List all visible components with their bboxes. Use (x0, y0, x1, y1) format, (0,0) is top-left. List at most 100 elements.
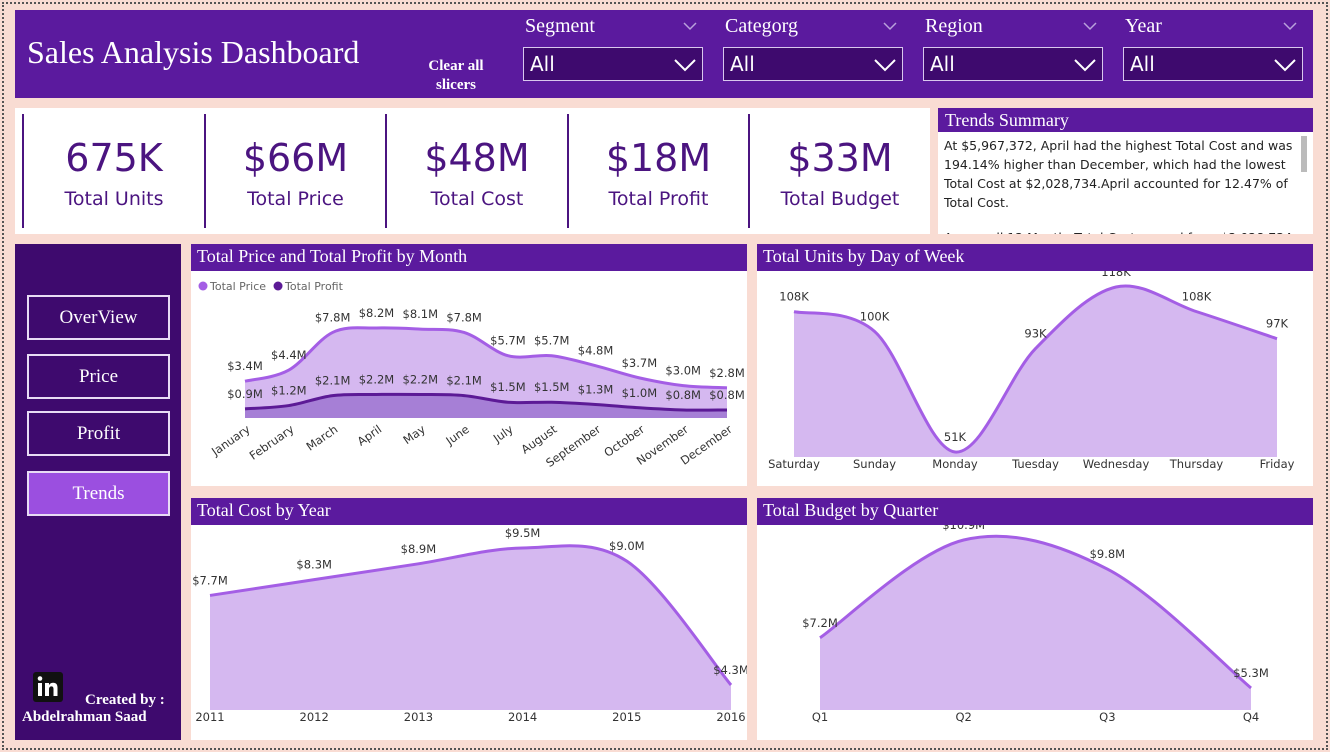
slicer-dropdown[interactable]: All (923, 47, 1103, 81)
kpi-card: $66M Total Price (203, 114, 386, 228)
data-label: $2.2M (359, 372, 395, 386)
nav-button[interactable]: Price (27, 354, 170, 399)
data-label: $5.7M (534, 334, 570, 348)
dashboard-title: Sales Analysis Dashboard (27, 34, 360, 70)
x-tick-label: Monday (932, 457, 978, 471)
kpi-label: Total Price (247, 188, 344, 210)
scrollbar[interactable] (1301, 136, 1307, 172)
line (209, 544, 733, 686)
area-fill (210, 545, 731, 710)
linkedin-icon[interactable] (33, 672, 63, 702)
x-tick-label: Sunday (853, 457, 896, 471)
nav-button[interactable]: OverView (27, 295, 170, 340)
x-tick-label: January (208, 422, 253, 459)
slicer-value: All (730, 52, 755, 76)
dropdown-arrow (874, 59, 896, 72)
legend-label: Total Price (209, 280, 266, 293)
x-tick-label: Saturday (768, 457, 820, 471)
x-tick-label: Q3 (1099, 710, 1115, 724)
x-tick-label: 2015 (612, 710, 641, 724)
area-fill (794, 285, 1277, 457)
x-tick-label: 2011 (195, 710, 224, 724)
data-label: 108K (779, 290, 809, 304)
trends-text: At $5,967,372, April had the highest Tot… (944, 138, 1293, 210)
kpi-card: $33M Total Budget (748, 114, 930, 228)
credit-prefix: Created by : (85, 692, 165, 708)
slicer-dropdown[interactable]: All (1123, 47, 1303, 81)
data-label: 118K (1101, 271, 1131, 279)
trends-body: At $5,967,372, April had the highest Tot… (938, 132, 1313, 234)
data-label: $7.7M (192, 573, 228, 587)
kpi-card: $48M Total Cost (385, 114, 567, 228)
data-label: $0.9M (227, 387, 263, 401)
slicer-chevron (1083, 16, 1097, 31)
chart: 108K 100K 51K 93K 118K 108K 97K Saturday Sunday M… (768, 265, 1295, 471)
chart-title: Total Price and Total Profit by Month (191, 244, 747, 271)
data-label: $1.0M (622, 386, 658, 400)
data-label: $0.8M (709, 388, 745, 402)
x-tick-label: Q2 (955, 710, 971, 724)
data-label: $2.2M (403, 372, 439, 386)
dropdown-arrow (1074, 59, 1096, 72)
slicer-dropdown[interactable]: All (723, 47, 903, 81)
x-tick-label: 2012 (300, 710, 329, 724)
x-tick-label: Wednesday (1083, 457, 1150, 471)
kpi-card: $18M Total Profit (566, 114, 749, 228)
kpi-label: Total Profit (608, 188, 709, 210)
chart: $3.4M $4.4M $7.8M $8.2M $8.1M $7.8M $5.7M $5.7M… (198, 280, 745, 470)
data-label: $4.4M (271, 348, 307, 362)
x-tick-label: June (442, 422, 471, 448)
data-label: $9.5M (505, 526, 541, 540)
x-tick-label: April (355, 422, 385, 449)
slicer-label: Year (1125, 15, 1162, 37)
data-label: $5.7M (490, 334, 526, 348)
slicer-chevron (1283, 16, 1297, 31)
data-label: $3.7M (622, 356, 658, 370)
data-label: $3.4M (227, 359, 263, 373)
data-label: $4.3M (713, 663, 747, 677)
legend-marker (198, 281, 208, 291)
slicer-label: Region (925, 15, 983, 37)
kpi-label: Total Units (64, 188, 164, 210)
legend-label: Total Profit (284, 280, 344, 293)
data-label: $10.9M (942, 525, 985, 532)
chart-panel: Total Price and Total Profit by Month $3.… (191, 244, 747, 486)
legend-marker (273, 281, 283, 291)
data-label: $7.8M (446, 310, 482, 324)
chart: $7.2M $10.9M $9.8M $5.3M Q1 Q2 Q3 Q4 (802, 518, 1269, 724)
data-label: $9.8M (1090, 547, 1126, 561)
data-label: $1.5M (490, 380, 526, 394)
kpi-value: $66M (242, 136, 349, 180)
x-tick-label: Friday (1260, 457, 1295, 471)
slicer-chevron (683, 16, 697, 31)
chart-title: Total Budget by Quarter (757, 498, 1313, 525)
nav-button[interactable]: Profit (27, 411, 170, 456)
data-label: $4.8M (578, 344, 614, 358)
data-label: $8.3M (296, 558, 332, 572)
kpi-value: $33M (787, 136, 893, 180)
x-tick-label: Q4 (1243, 710, 1259, 724)
x-tick-label: 2016 (716, 710, 745, 724)
clear-slicers-button[interactable]: Clear all slicers (415, 57, 497, 95)
kpi-value: $18M (605, 136, 712, 180)
slicer-value: All (930, 52, 955, 76)
data-label: $5.3M (1233, 666, 1269, 680)
data-label: $2.1M (315, 374, 351, 388)
slicer-dropdown[interactable]: All (523, 47, 703, 81)
kpi-value: $48M (424, 136, 530, 180)
data-label: $1.5M (534, 380, 570, 394)
x-tick-label: March (304, 422, 341, 454)
chart-title: Total Cost by Year (191, 498, 747, 525)
x-tick-label: July (490, 422, 516, 446)
slicer-chevron (883, 16, 897, 31)
nav-button[interactable]: Trends (27, 471, 170, 516)
slicer-label: Categorg (725, 15, 798, 37)
line (819, 534, 1252, 690)
trends-text: Across all 12 Month, Total Cost ranged f… (944, 228, 1299, 234)
data-label: $1.3M (578, 382, 614, 396)
data-label: $1.2M (271, 384, 307, 398)
trends-title: Trends Summary (938, 108, 1313, 132)
dropdown-arrow (1274, 59, 1296, 72)
line (244, 326, 728, 390)
